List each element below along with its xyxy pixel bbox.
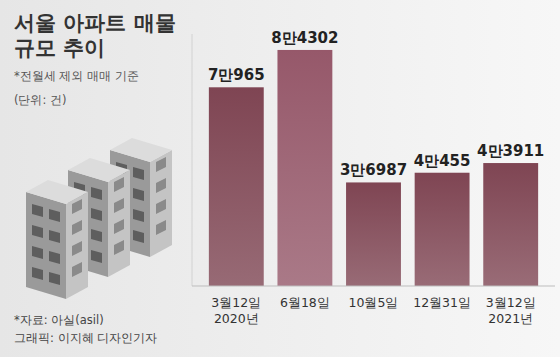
data-label: 7만965: [208, 66, 265, 84]
window: [133, 188, 144, 201]
unit-note: (단위: 건): [14, 93, 67, 107]
window: [114, 240, 124, 255]
window: [32, 204, 43, 217]
building-side: [150, 150, 172, 257]
window: [114, 177, 124, 192]
window: [72, 262, 82, 277]
x-tick-label-line: 12월31일: [413, 295, 471, 310]
window: [49, 209, 60, 222]
credit: 그래픽: 이지혜 디자인기자: [14, 331, 157, 345]
window: [156, 157, 166, 172]
background: [0, 0, 560, 357]
window: [91, 187, 102, 200]
window: [32, 267, 43, 280]
window: [49, 230, 60, 243]
window: [91, 208, 102, 221]
building-roof: [110, 138, 172, 162]
bar: [277, 50, 332, 286]
x-tick-label: 12월31일: [413, 295, 471, 310]
window: [32, 246, 43, 259]
bar: [483, 163, 538, 286]
title: 서울 아파트 매물규모 추이: [14, 11, 176, 60]
data-label: 4만3911: [477, 142, 544, 160]
bar: [415, 173, 470, 286]
window: [133, 167, 144, 180]
bar: [346, 182, 401, 286]
window: [32, 225, 43, 238]
window: [72, 220, 82, 235]
x-tick-label-line: 2020년: [214, 311, 259, 326]
data-label: 3만6987: [340, 161, 407, 179]
bars: [209, 50, 538, 286]
baseline: [192, 286, 555, 287]
x-tick-label-line: 2021년: [488, 311, 533, 326]
x-tick-label: 3월12일2021년: [486, 295, 536, 326]
y-range-line: [192, 34, 193, 286]
bar: [209, 87, 264, 286]
building-front: [26, 192, 66, 299]
x-tick-label-line: 10월5일: [349, 295, 399, 310]
title-line: 서울 아파트 매물: [14, 11, 176, 35]
data-label: 4만455: [414, 152, 471, 170]
window: [156, 199, 166, 214]
window: [49, 272, 60, 285]
window: [114, 198, 124, 213]
title-line: 규모 추이: [14, 36, 105, 60]
x-tick-label-line: 6월18일: [280, 295, 330, 310]
window: [72, 199, 82, 214]
window: [114, 219, 124, 234]
window: [156, 220, 166, 235]
window: [133, 209, 144, 222]
x-tick-label: 6월18일: [280, 295, 330, 310]
window: [91, 229, 102, 242]
window: [156, 178, 166, 193]
building-roof: [26, 180, 88, 204]
window: [91, 250, 102, 263]
window: [49, 251, 60, 264]
building-roof: [68, 158, 130, 182]
x-tick-label-line: 3월12일: [486, 295, 536, 310]
data-label: 8만4302: [271, 29, 338, 47]
subtitle: *전월세 제외 매매 기준: [14, 69, 139, 83]
window: [72, 241, 82, 256]
x-tick-label: 3월12일2020년: [211, 295, 261, 326]
chart: 서울 아파트 매물규모 추이 *전월세 제외 매매 기준 (단위: 건) *자료: 아…: [0, 0, 560, 357]
x-tick-label-line: 3월12일: [211, 295, 261, 310]
building-side: [66, 192, 88, 299]
building-illustration: [26, 138, 172, 299]
x-tick-label: 10월5일: [349, 295, 399, 310]
source: *자료: 아실(asil): [14, 313, 104, 327]
building-side: [108, 170, 130, 277]
window: [133, 230, 144, 243]
